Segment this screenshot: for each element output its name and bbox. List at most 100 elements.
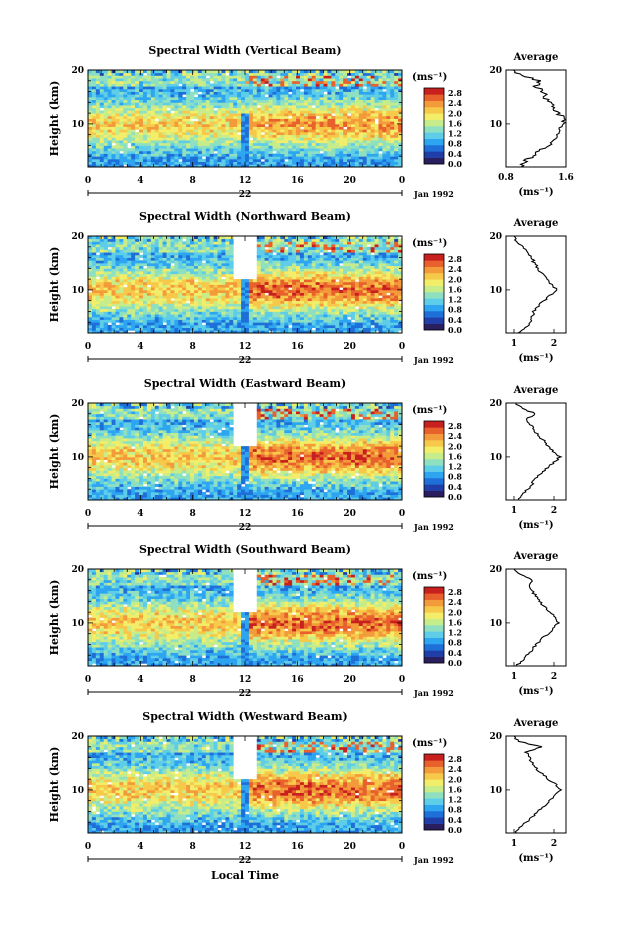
heatmap-cell [335,322,340,326]
heatmap-cell [272,126,277,130]
heatmap-cell [248,80,254,84]
heatmap-cell [88,161,93,165]
heatmap-cell [237,297,242,302]
heatmap-cell [335,314,340,318]
heatmap-cell [264,164,269,168]
heatmap-cell [319,91,324,95]
heatmap-cell [205,140,211,144]
heatmap-cell [190,137,195,141]
heatmap-cell [276,327,281,331]
heatmap-cell [178,91,183,95]
heatmap-cell [115,115,120,119]
heatmap-cell [390,91,395,95]
heatmap-cell [248,115,254,119]
heatmap-cell [378,281,383,285]
heatmap-cell [123,150,128,154]
heatmap-cell [91,330,97,334]
heatmap-cell [268,113,273,117]
heatmap-cell [237,137,242,141]
heatmap-cell [292,311,297,315]
heatmap-cell [174,306,179,310]
heatmap-cell [260,88,266,92]
heatmap-cell [378,316,383,320]
heatmap-cell [335,276,340,280]
heatmap-cell [233,297,238,302]
heatmap-cell [370,72,375,76]
heatmap-cell [119,113,124,117]
heatmap-cell [190,134,195,138]
heatmap-cell [327,268,332,272]
heatmap-cell [170,289,175,293]
heatmap-cell [95,156,101,160]
heatmap-cell [123,142,128,146]
heatmap-cell [299,322,305,326]
heatmap-cell [386,324,391,329]
heatmap-cell [186,148,191,152]
heatmap-cell [201,83,207,87]
heatmap-cell [190,115,195,119]
heatmap-cell [394,268,399,272]
heatmap-cell [95,75,101,79]
heatmap-cell [95,316,101,320]
heatmap-cell [256,137,262,141]
heatmap-cell [327,134,332,138]
heatmap-cell [119,156,124,160]
heatmap-cell [150,123,156,127]
heatmap-cell [241,319,246,323]
heatmap-cell [296,303,301,307]
heatmap-cell [354,107,360,111]
heatmap-cell [276,86,281,90]
heatmap-cell [229,107,234,111]
heatmap-cell [292,102,297,106]
heatmap-cell [378,308,383,312]
heatmap-cell [213,158,218,163]
heatmap-cell [378,126,383,130]
heatmap-cell [111,115,116,119]
heatmap-cell [374,153,379,157]
heatmap-cell [264,150,269,154]
heatmap-cell [347,161,352,165]
heatmap-cell [248,148,254,152]
heatmap-cell [99,123,105,127]
heatmap-cell [123,308,128,312]
heatmap-cell [343,142,348,146]
heatmap-cell [229,279,234,283]
heatmap-cell [225,271,230,275]
heatmap-cell [327,102,332,106]
heatmap-cell [205,80,211,84]
heatmap-cell [241,287,246,291]
heatmap-cell [276,137,281,141]
heatmap-cell [119,265,124,269]
heatmap-cell [319,148,324,152]
heatmap-cell [370,118,375,122]
heatmap-cell [139,308,144,312]
heatmap-cell [315,319,320,323]
heatmap-cell [260,279,266,283]
heatmap-cell [197,129,203,133]
heatmap-cell [260,107,266,111]
heatmap-cell [186,324,191,329]
heatmap-cell [315,306,320,310]
heatmap-cell [103,322,109,326]
heatmap-cell [91,262,97,267]
heatmap-cell [178,121,183,125]
heatmap-cell [103,161,109,165]
heatmap-cell [103,150,109,154]
heatmap-cell [327,284,332,288]
heatmap-cell [311,289,317,293]
heatmap-cell [225,105,230,109]
heatmap-cell [335,88,340,92]
heatmap-cell [284,271,289,275]
heatmap-cell [311,279,317,283]
heatmap-cell [213,273,218,277]
heatmap-cell [350,105,356,109]
heatmap-cell [170,164,175,168]
heatmap-cell [158,123,163,127]
heatmap-cell [135,327,140,331]
heatmap-cell [292,330,297,334]
heatmap-cell [139,324,144,329]
heatmap-cell [174,115,179,119]
heatmap-cell [268,156,273,160]
heatmap-cell [135,311,140,315]
heatmap-cell [158,99,163,103]
